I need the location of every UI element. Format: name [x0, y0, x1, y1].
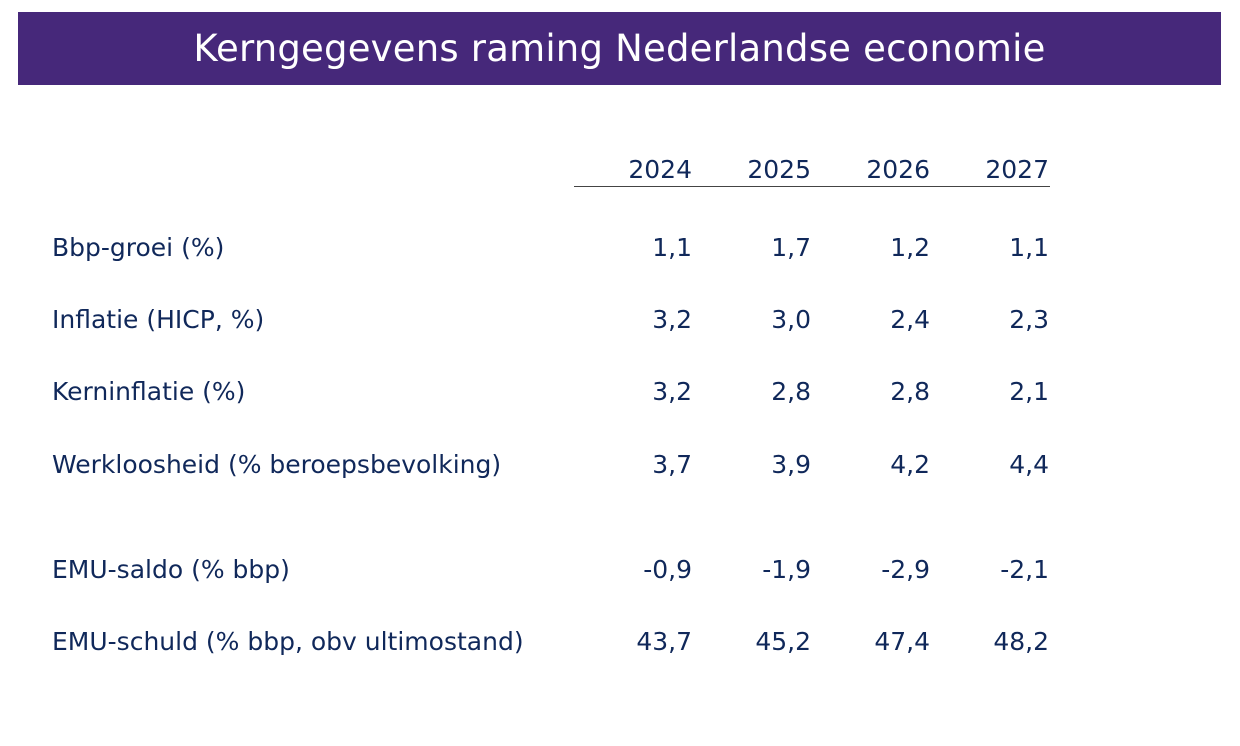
row-label: Werkloosheid (% beroepsbevolking): [52, 450, 502, 479]
table-cell: 1,1: [652, 233, 692, 262]
page-title: Kerngegevens raming Nederlandse economie: [193, 27, 1046, 70]
table-cell: 2,1: [1009, 377, 1049, 406]
table-cell: -2,9: [881, 555, 930, 584]
row-label: Inflatie (HICP, %): [52, 305, 265, 334]
table-cell: 43,7: [636, 627, 692, 656]
table-cell: 4,4: [1009, 450, 1049, 479]
table-cell: -2,1: [1000, 555, 1049, 584]
table-cell: 3,7: [652, 450, 692, 479]
row-label: Bbp-groei (%): [52, 233, 225, 262]
table-cell: 1,7: [771, 233, 811, 262]
table-cell: 2,4: [890, 305, 930, 334]
title-bar: Kerngegevens raming Nederlandse economie: [18, 12, 1221, 85]
row-label: EMU-saldo (% bbp): [52, 555, 290, 584]
table-cell: -1,9: [762, 555, 811, 584]
table-cell: 4,2: [890, 450, 930, 479]
table-cell: 2,8: [890, 377, 930, 406]
header-divider: [574, 186, 1050, 187]
row-label: Kerninflatie (%): [52, 377, 246, 406]
column-header-2026: 2026: [866, 155, 930, 184]
table-cell: 3,9: [771, 450, 811, 479]
table-cell: 1,1: [1009, 233, 1049, 262]
column-header-2027: 2027: [985, 155, 1049, 184]
table-cell: 2,8: [771, 377, 811, 406]
table-cell: 45,2: [755, 627, 811, 656]
row-label: EMU-schuld (% bbp, obv ultimostand): [52, 627, 524, 656]
column-header-2025: 2025: [747, 155, 811, 184]
table-cell: 3,2: [652, 305, 692, 334]
table-cell: 3,0: [771, 305, 811, 334]
table-cell: 1,2: [890, 233, 930, 262]
table-cell: 47,4: [874, 627, 930, 656]
table-cell: -0,9: [643, 555, 692, 584]
column-header-2024: 2024: [628, 155, 692, 184]
table-cell: 48,2: [993, 627, 1049, 656]
table-cell: 3,2: [652, 377, 692, 406]
table-cell: 2,3: [1009, 305, 1049, 334]
